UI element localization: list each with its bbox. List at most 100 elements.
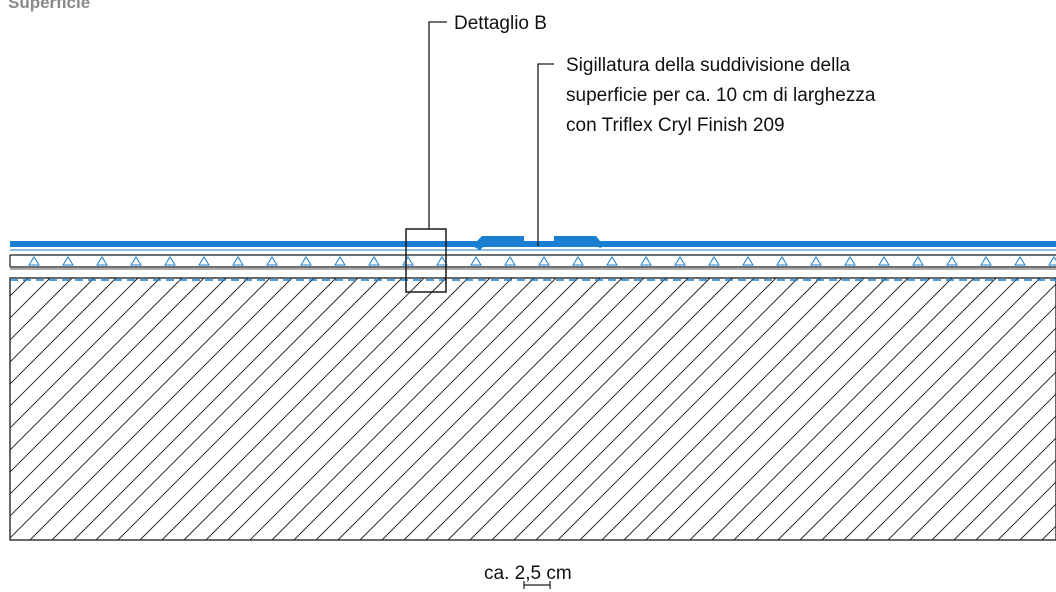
hatch-line	[733, 278, 997, 540]
seal-leader	[537, 63, 554, 246]
hatch-line	[227, 278, 491, 540]
triangle-layer	[9, 254, 1056, 270]
triangle-marker	[436, 256, 448, 266]
hatch-line	[601, 278, 865, 540]
hatch-line	[139, 278, 403, 540]
concrete-substrate	[0, 277, 1056, 541]
hatch-line	[667, 278, 931, 540]
hatch-line	[10, 278, 73, 341]
hatch-line	[337, 278, 601, 540]
hatch-line	[491, 278, 755, 540]
hatch-line	[755, 278, 1019, 540]
hatch-line	[381, 278, 645, 540]
hatch-line	[975, 459, 1056, 540]
hatch-line	[29, 278, 293, 540]
hatch-line	[777, 278, 1041, 540]
hatch-line	[10, 278, 205, 473]
triangle-marker	[300, 256, 312, 266]
hatch-line	[909, 393, 1056, 540]
hatch-line	[183, 278, 447, 540]
triangle-marker	[1048, 256, 1056, 266]
hatch-line	[315, 278, 579, 540]
hatch-line	[161, 278, 425, 540]
hatch-line	[51, 278, 315, 540]
detail-b-label: Dettaglio B	[454, 13, 547, 34]
triangle-marker	[470, 256, 482, 266]
triangle-marker	[130, 256, 142, 266]
hatch-line	[931, 415, 1056, 540]
triangle-marker	[640, 256, 652, 266]
triangle-marker	[198, 256, 210, 266]
hatch-line	[271, 278, 535, 540]
triangle-marker	[674, 256, 686, 266]
triangle-marker	[266, 256, 278, 266]
hatch-line	[535, 278, 799, 540]
triangle-marker	[980, 256, 992, 266]
hatch-line	[865, 349, 1056, 540]
triangle-marker	[912, 256, 924, 266]
triangle-marker	[1014, 256, 1026, 266]
dimension-prefix: ca.	[484, 563, 515, 584]
hatch-line	[117, 278, 381, 540]
hatch-line	[887, 371, 1056, 540]
triangle-marker	[96, 256, 108, 266]
triangle-marker	[810, 256, 822, 266]
hatch-line	[249, 278, 513, 540]
triangle-marker	[538, 256, 550, 266]
hatch-line	[10, 278, 95, 363]
hatch-line	[10, 278, 139, 407]
triangle-marker	[232, 256, 244, 266]
triangle-marker	[776, 256, 788, 266]
hatch-line	[10, 278, 227, 495]
dimension-value: 2,5	[515, 563, 541, 584]
triangle-marker	[708, 256, 720, 266]
hatch-line	[821, 305, 1056, 540]
triangle-marker	[334, 256, 346, 266]
triangle-marker	[368, 256, 380, 266]
hatch-line	[425, 278, 689, 540]
hatch-line	[10, 278, 117, 385]
hatch-line	[403, 278, 667, 540]
hatch-line	[997, 481, 1056, 540]
triangle-marker	[62, 256, 74, 266]
triangle-marker	[878, 256, 890, 266]
seal-label-line2: superficie per ca. 10 cm di larghezza	[566, 85, 876, 106]
triangle-marker	[572, 256, 584, 266]
hatch-line	[711, 278, 975, 540]
section-title: Superficie	[8, 0, 90, 12]
hatch-line	[95, 278, 359, 540]
hatch-line	[843, 327, 1056, 540]
hatch-line	[579, 278, 843, 540]
hatch-line	[623, 278, 887, 540]
detail-b-box	[405, 228, 447, 293]
hatch-line	[0, 278, 6, 540]
detail-b-leader	[428, 21, 447, 229]
hatch-line	[293, 278, 557, 540]
hatch-line	[10, 278, 161, 429]
concrete-hatching	[0, 278, 1056, 540]
triangle-marker	[742, 256, 754, 266]
triangle-marker	[946, 256, 958, 266]
hatch-line	[557, 278, 821, 540]
hatch-line	[73, 278, 337, 540]
hatch-line	[10, 278, 183, 451]
seal-label-line1: Sigillatura della suddivisione della	[566, 55, 851, 76]
hatch-line	[469, 278, 733, 540]
hatch-line	[689, 278, 953, 540]
triangle-markers	[28, 256, 1056, 266]
hatch-line	[953, 437, 1056, 540]
hatch-line	[799, 283, 1056, 540]
dimension-label: ca. 2,5 cm	[484, 563, 572, 584]
triangle-marker	[402, 256, 414, 266]
seal-label-line3: con Triflex Cryl Finish 209	[566, 115, 785, 136]
hatch-line	[359, 278, 623, 540]
dimension-marker	[523, 581, 551, 589]
hatch-line	[447, 278, 711, 540]
triangle-marker	[844, 256, 856, 266]
dimension-unit: cm	[541, 563, 572, 584]
hatch-line	[645, 278, 909, 540]
triangle-marker	[164, 256, 176, 266]
triangle-marker	[504, 256, 516, 266]
triangle-marker	[606, 256, 618, 266]
